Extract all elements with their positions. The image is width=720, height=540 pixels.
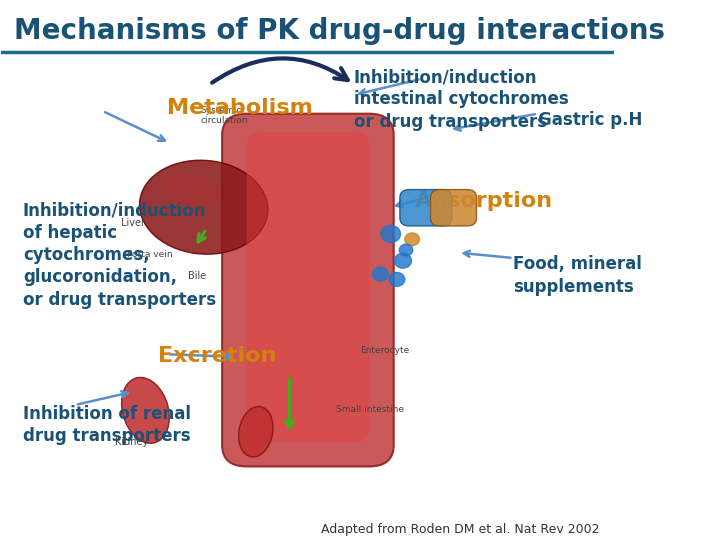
Ellipse shape [238, 407, 273, 457]
Text: Porta vein: Porta vein [127, 250, 173, 259]
Text: Absorption: Absorption [415, 191, 554, 211]
Text: Small intestine: Small intestine [336, 405, 403, 414]
Text: Inhibition/induction
intestinal cytochromes
or drug transporters: Inhibition/induction intestinal cytochro… [354, 68, 569, 131]
FancyBboxPatch shape [431, 190, 477, 226]
Circle shape [405, 233, 420, 246]
FancyBboxPatch shape [247, 132, 369, 442]
Ellipse shape [164, 174, 218, 208]
Circle shape [381, 225, 400, 242]
Ellipse shape [122, 377, 169, 443]
Text: Kidney: Kidney [114, 437, 148, 447]
Text: Liver: Liver [121, 218, 145, 228]
Text: Food, mineral
supplements: Food, mineral supplements [513, 255, 642, 295]
Text: Excretion: Excretion [158, 346, 276, 366]
Text: Metabolism: Metabolism [167, 98, 312, 118]
Circle shape [395, 253, 412, 268]
Text: Adapted from Roden DM et al. Nat Rev 2002: Adapted from Roden DM et al. Nat Rev 200… [320, 523, 599, 536]
Text: Systemic
circulation: Systemic circulation [201, 106, 248, 125]
Text: Inhibition of renal
drug transporters: Inhibition of renal drug transporters [23, 405, 191, 445]
FancyBboxPatch shape [400, 190, 452, 226]
FancyBboxPatch shape [222, 113, 394, 467]
Circle shape [400, 244, 413, 256]
Circle shape [372, 267, 388, 281]
Text: Bile: Bile [189, 272, 207, 281]
Text: Inhibition/induction
of hepatic
cytochromes,
glucoronidation,
or drug transporte: Inhibition/induction of hepatic cytochro… [23, 202, 216, 309]
Text: Mechanisms of PK drug-drug interactions: Mechanisms of PK drug-drug interactions [14, 17, 665, 45]
Ellipse shape [140, 160, 268, 254]
Circle shape [389, 273, 405, 286]
Text: Gastric p.H: Gastric p.H [538, 111, 642, 129]
Text: Enterocyte: Enterocyte [360, 346, 409, 355]
